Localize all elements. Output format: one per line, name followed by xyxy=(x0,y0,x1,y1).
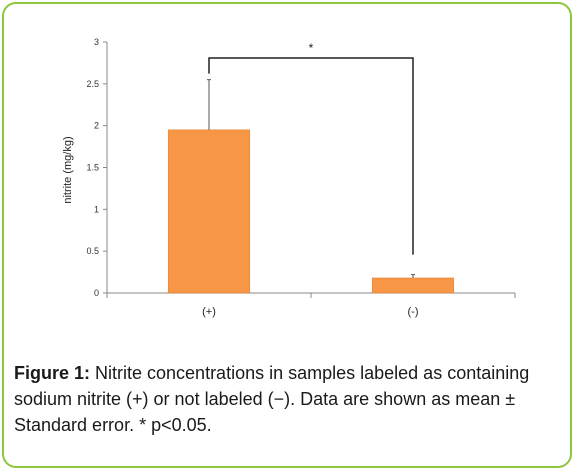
y-axis-label: nitrite (mg/kg) xyxy=(62,136,74,203)
x-tick-label: (+) xyxy=(202,306,216,318)
figure-caption: Figure 1: Nitrite concentrations in samp… xyxy=(14,360,559,438)
y-tick-label: 2.5 xyxy=(86,79,99,89)
y-tick-label: 0.5 xyxy=(86,246,99,256)
caption-label: Figure 1: xyxy=(14,363,91,383)
caption-text: Nitrite concentrations in samples labele… xyxy=(14,363,530,435)
y-tick-label: 1.5 xyxy=(86,163,99,173)
bar xyxy=(371,277,455,294)
x-tick-label: (-) xyxy=(408,306,419,318)
significance-line xyxy=(208,57,414,255)
y-tick-label: 2 xyxy=(94,121,99,131)
y-axis: 0 0.5 1 1.5 2 2.5 3 xyxy=(86,37,108,298)
bar-chart: 0 0.5 1 1.5 2 2.5 3 (+) (-) * nitrite (mg/kg) xyxy=(62,37,516,318)
significance-star: * xyxy=(309,41,314,55)
figure-frame xyxy=(2,2,572,468)
y-tick-label: 3 xyxy=(94,37,99,47)
bars xyxy=(167,129,455,294)
y-tick-label: 1 xyxy=(94,204,99,214)
x-axis: (+) (-) xyxy=(106,292,516,318)
y-tick-label: 0 xyxy=(94,288,99,298)
error-bars xyxy=(207,79,415,278)
significance-bracket: * xyxy=(208,41,414,255)
bar xyxy=(167,129,251,294)
